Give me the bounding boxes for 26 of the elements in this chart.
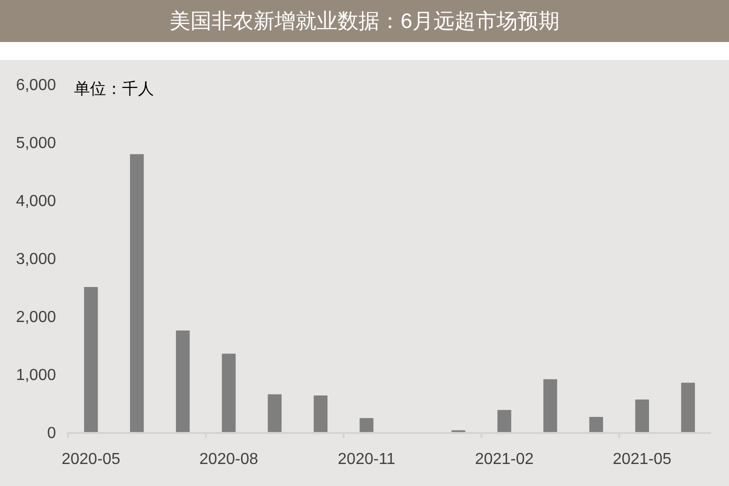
chart-title: 美国非农新增就业数据：6月远超市场预期	[170, 10, 560, 33]
bar	[543, 379, 558, 432]
x-tick-label: 2021-02	[474, 451, 534, 468]
bar	[84, 287, 98, 432]
x-tick-label: 2020-05	[62, 451, 120, 468]
y-tick-label: 6,000	[16, 77, 56, 94]
y-tick-label: 3,000	[16, 251, 56, 268]
y-tick-label: 4,000	[16, 193, 56, 210]
x-tick-label: 2020-08	[199, 451, 258, 468]
y-tick-label: 0	[47, 425, 56, 442]
x-tick-label: 2021-05	[612, 451, 672, 468]
bar	[130, 154, 144, 432]
bar	[635, 400, 649, 432]
y-tick-label: 1,000	[16, 367, 56, 384]
bar	[360, 418, 374, 432]
bar	[176, 330, 190, 432]
bar	[314, 395, 328, 432]
bar	[589, 416, 604, 432]
x-tick-label: 2020-11	[338, 451, 396, 468]
bar	[268, 394, 282, 432]
annotation: 单位：千人	[74, 80, 154, 98]
y-tick-label: 5,000	[16, 135, 56, 152]
bar	[222, 354, 236, 432]
bar	[681, 382, 695, 432]
y-tick-label: 2,000	[16, 309, 56, 326]
bar	[497, 410, 512, 432]
